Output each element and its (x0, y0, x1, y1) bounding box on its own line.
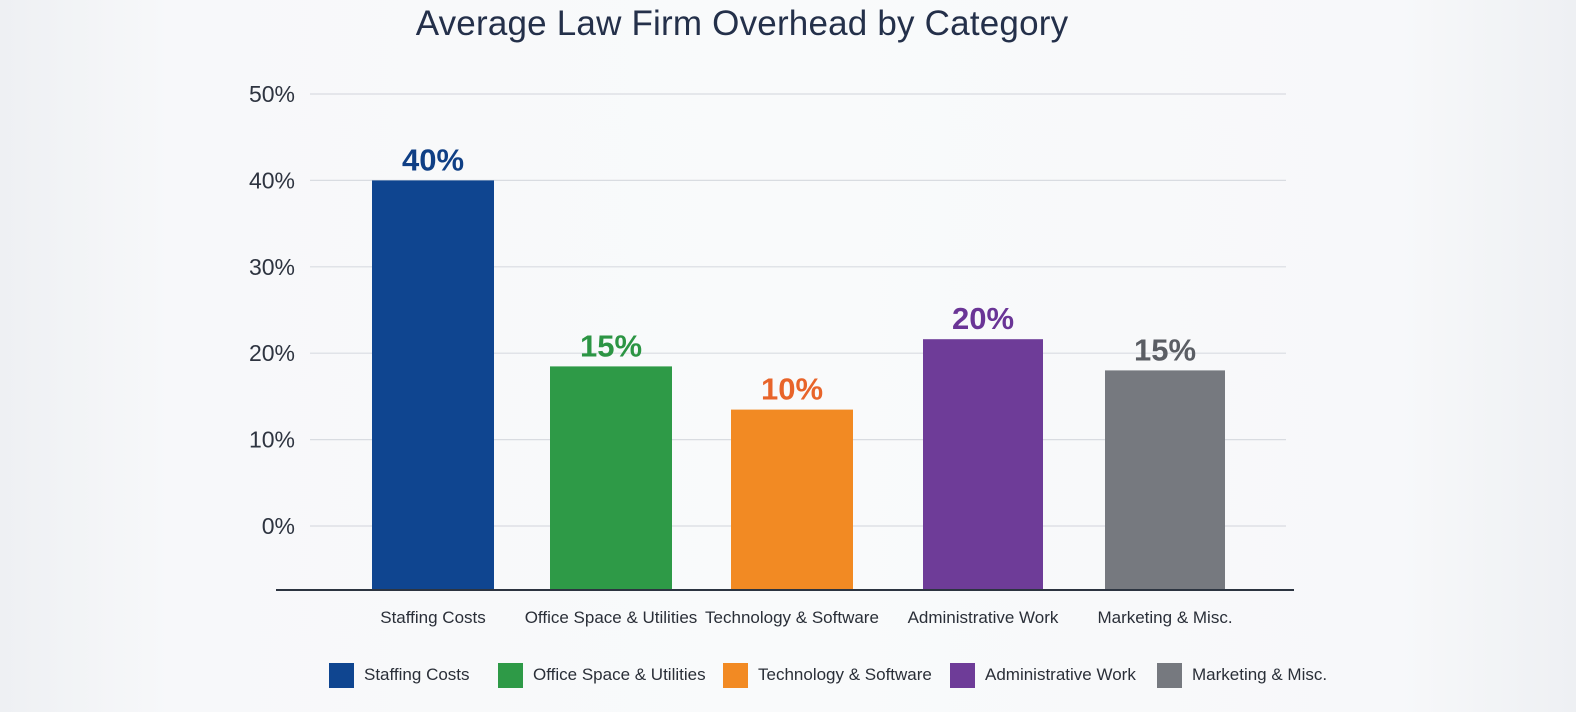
legend-item: Marketing & Misc. (1157, 660, 1327, 690)
bar (372, 180, 494, 590)
data-label: 15% (580, 328, 642, 363)
bars (372, 180, 1225, 590)
data-labels: 40% 15% 10% 20% 15% (402, 142, 1196, 406)
y-axis-ticks: 0% 10% 20% 30% 40% 50% (249, 81, 295, 539)
x-tick-label: Administrative Work (908, 608, 1059, 627)
y-tick-label: 10% (249, 427, 295, 453)
data-label: 15% (1134, 332, 1196, 367)
data-label: 20% (952, 301, 1014, 336)
legend-swatch (1157, 662, 1182, 688)
legend-item: Technology & Software (723, 660, 932, 690)
x-tick-label: Office Space & Utilities (525, 608, 698, 627)
x-tick-label: Marketing & Misc. (1097, 608, 1232, 627)
bar (731, 409, 853, 590)
bar (1105, 370, 1225, 590)
data-label: 40% (402, 142, 464, 177)
legend-label: Marketing & Misc. (1192, 665, 1328, 684)
y-tick-label: 20% (249, 340, 295, 366)
legend-item: Office Space & Utilities (498, 660, 706, 690)
x-axis-ticks: Staffing Costs Office Space & Utilities Te… (380, 608, 1232, 627)
bar (923, 339, 1043, 590)
legend-label: Office Space & Utilities (533, 665, 706, 684)
legend: Staffing Costs Office Space & Utilities Te… (0, 660, 1576, 690)
legend-item: Staffing Costs (329, 660, 470, 690)
legend-swatch (329, 662, 354, 688)
legend-item: Administrative Work (950, 660, 1136, 690)
data-label: 10% (761, 372, 823, 407)
legend-swatch (723, 662, 748, 688)
x-tick-label: Staffing Costs (380, 608, 486, 627)
y-tick-label: 0% (262, 513, 295, 539)
bar (550, 366, 672, 590)
legend-swatch (950, 662, 975, 688)
legend-swatch (498, 662, 523, 688)
legend-label: Technology & Software (758, 665, 932, 684)
legend-label: Administrative Work (985, 665, 1136, 684)
legend-label: Staffing Costs (364, 665, 470, 684)
chart-title: Average Law Firm Overhead by Category (415, 4, 1069, 43)
y-tick-label: 50% (249, 81, 295, 107)
y-tick-label: 40% (249, 167, 295, 193)
y-tick-label: 30% (249, 254, 295, 280)
x-tick-label: Technology & Software (705, 608, 879, 627)
